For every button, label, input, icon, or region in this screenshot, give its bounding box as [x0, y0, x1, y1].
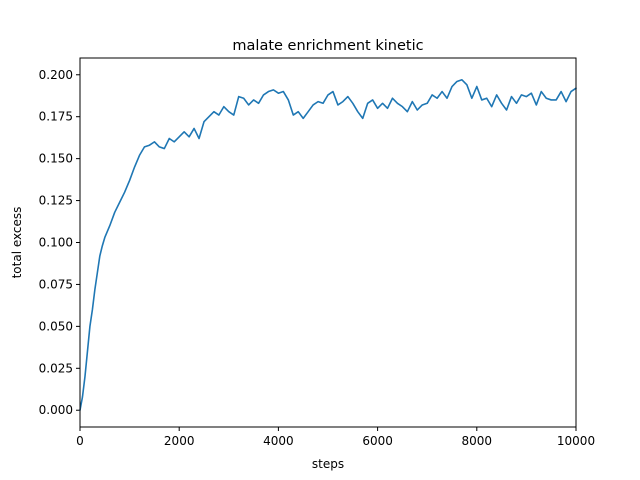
x-tick-label: 6000	[362, 434, 393, 448]
x-tick-label: 0	[76, 434, 84, 448]
series-layer	[79, 79, 577, 412]
y-tick-label: 0.125	[39, 194, 73, 208]
y-tick-label: 0.200	[39, 68, 73, 82]
y-tick-label: 0.150	[39, 152, 73, 166]
x-axis-label: steps	[312, 457, 344, 471]
x-tick-label: 2000	[164, 434, 195, 448]
y-tick-label: 0.000	[39, 403, 73, 417]
tick-layer: 0 2000 4000 6000 8000 10000 0.000 0.025 0.050 0.0…	[39, 68, 595, 448]
x-tick-label: 8000	[462, 434, 493, 448]
y-tick-label: 0.075	[39, 277, 73, 291]
y-tick-label: 0.175	[39, 110, 73, 124]
y-axis-label: total excess	[10, 207, 24, 279]
y-tick-label: 0.050	[39, 319, 73, 333]
series-line	[79, 79, 577, 412]
chart-title: malate enrichment kinetic	[232, 38, 423, 54]
x-tick-label: 10000	[557, 434, 595, 448]
x-tick-label: 4000	[263, 434, 294, 448]
y-tick-label: 0.100	[39, 236, 73, 250]
y-tick-label: 0.025	[39, 361, 73, 375]
plot-frame	[79, 57, 577, 428]
